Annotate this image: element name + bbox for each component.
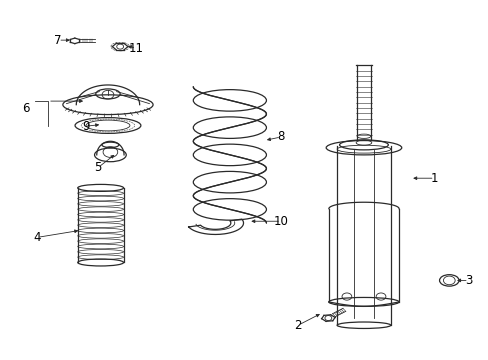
Text: 3: 3 (464, 274, 471, 287)
Text: 2: 2 (294, 319, 301, 332)
Text: 4: 4 (34, 231, 41, 244)
Text: 9: 9 (82, 120, 90, 133)
Text: 10: 10 (273, 215, 288, 228)
Text: 5: 5 (94, 161, 102, 174)
Text: 6: 6 (22, 102, 30, 115)
Text: 11: 11 (128, 41, 143, 54)
Text: 1: 1 (430, 172, 438, 185)
Text: 8: 8 (277, 130, 284, 144)
Text: 7: 7 (54, 33, 62, 47)
